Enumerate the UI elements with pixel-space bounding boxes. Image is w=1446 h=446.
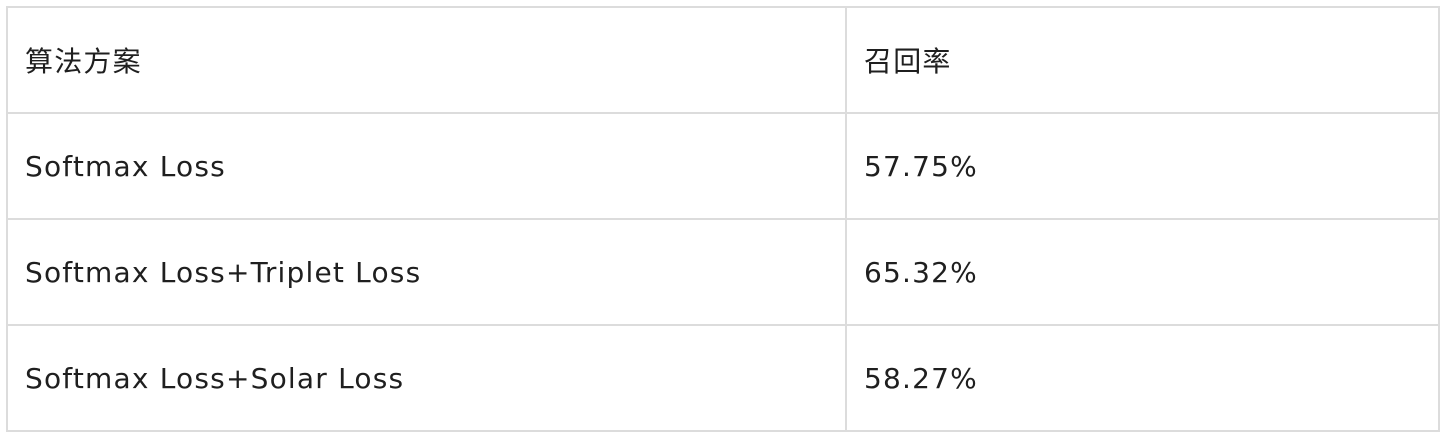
table-header-row: 算法方案 召回率 — [6, 6, 1440, 114]
results-table: 算法方案 召回率 Softmax Loss 57.75% Softmax Los… — [6, 6, 1440, 432]
cell-recall: 65.32% — [845, 218, 1440, 326]
cell-algorithm: Softmax Loss — [6, 112, 847, 220]
table-row: Softmax Loss+Solar Loss 58.27% — [6, 324, 1440, 432]
results-table-container: 算法方案 召回率 Softmax Loss 57.75% Softmax Los… — [6, 6, 1440, 440]
table-row: Softmax Loss+Triplet Loss 65.32% — [6, 218, 1440, 326]
header-algorithm: 算法方案 — [6, 6, 847, 114]
table-row: Softmax Loss 57.75% — [6, 112, 1440, 220]
cell-recall: 57.75% — [845, 112, 1440, 220]
cell-recall: 58.27% — [845, 324, 1440, 432]
cell-algorithm: Softmax Loss+Solar Loss — [6, 324, 847, 432]
cell-algorithm: Softmax Loss+Triplet Loss — [6, 218, 847, 326]
header-recall: 召回率 — [845, 6, 1440, 114]
